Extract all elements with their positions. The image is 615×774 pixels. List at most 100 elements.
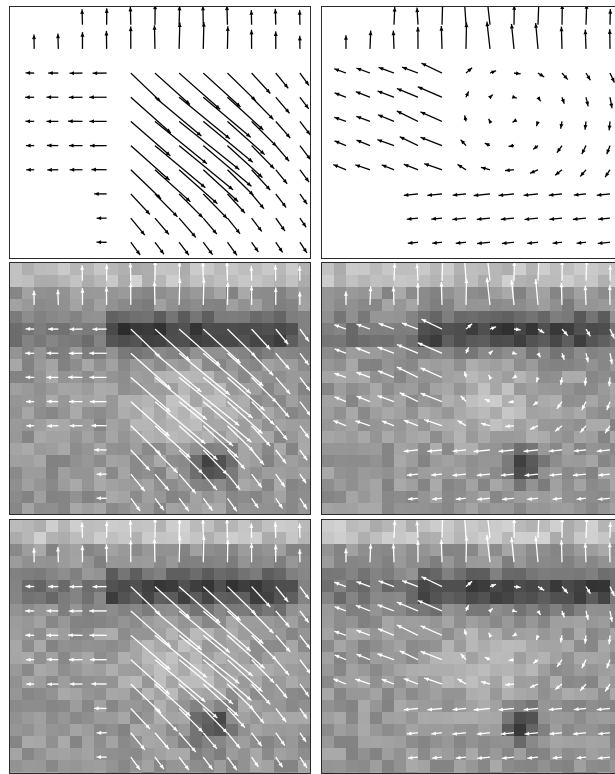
- vector-arrow: [561, 586, 569, 594]
- vector-arrow: [56, 289, 60, 305]
- vector-arrow: [227, 145, 263, 179]
- vector-arrow: [251, 241, 259, 253]
- vector-arrow: [32, 290, 36, 305]
- vector-arrow: [512, 7, 517, 25]
- vector-arrow: [396, 343, 419, 354]
- vector-arrow: [202, 683, 239, 717]
- vector-arrow: [431, 731, 443, 736]
- vector-arrow: [178, 449, 204, 475]
- vector-arrow: [524, 731, 539, 736]
- vector-arrow: [396, 87, 419, 98]
- vector-arrow: [201, 21, 206, 49]
- vector-arrow: [501, 755, 515, 760]
- vector-arrow: [299, 425, 310, 439]
- vector-arrow: [68, 351, 83, 356]
- vector-arrow: [201, 7, 205, 25]
- vector-arrow: [607, 635, 612, 645]
- vector-arrow: [202, 425, 239, 459]
- vector-arrow: [378, 322, 395, 330]
- field-a-arrows: [25, 263, 310, 512]
- vector-arrow: [500, 217, 515, 221]
- vector-arrow: [89, 657, 107, 662]
- vector-arrow: [202, 217, 218, 235]
- vector-arrow: [368, 286, 373, 305]
- vector-arrow: [202, 732, 218, 750]
- vector-arrow: [299, 377, 310, 392]
- vector-arrow: [26, 423, 35, 428]
- vector-arrow: [297, 523, 302, 538]
- vector-arrow: [46, 399, 59, 404]
- vector-arrow: [452, 707, 467, 712]
- vector-arrow: [556, 401, 563, 410]
- vector-arrow: [178, 241, 190, 256]
- vector-arrow: [249, 523, 254, 538]
- vector-arrow: [275, 328, 289, 345]
- vector-arrow: [275, 217, 286, 232]
- vector-arrow: [46, 375, 59, 380]
- vector-arrow: [513, 327, 521, 332]
- vector-arrow: [178, 756, 190, 771]
- vector-arrow: [154, 193, 178, 218]
- vector-arrow: [423, 163, 443, 171]
- vector-arrow: [583, 285, 588, 305]
- vector-arrow: [552, 755, 563, 760]
- vector-arrow: [89, 119, 107, 124]
- vector-arrow: [130, 659, 171, 695]
- vector-arrow: [548, 448, 563, 453]
- vector-arrow: [275, 732, 286, 747]
- vector-arrow: [473, 449, 491, 454]
- vector-arrow: [47, 423, 59, 428]
- vector-arrow: [178, 707, 204, 733]
- vector-arrow: [465, 323, 473, 330]
- vector-arrow: [251, 352, 274, 377]
- vector-arrow: [548, 707, 563, 712]
- vector-arrow: [559, 377, 564, 385]
- vector-arrow: [381, 164, 395, 171]
- vector-arrow: [152, 538, 157, 563]
- vector-arrow: [452, 448, 467, 453]
- vector-arrow: [381, 678, 395, 685]
- vector-arrow: [68, 657, 83, 662]
- vector-arrow: [421, 318, 443, 330]
- vector-arrow: [583, 542, 588, 563]
- vector-arrow: [585, 610, 590, 621]
- vector-arrow: [464, 535, 469, 563]
- vector-arrow: [130, 72, 162, 103]
- vector-arrow: [500, 731, 515, 736]
- vector-arrow: [608, 522, 613, 538]
- vector-arrow: [560, 263, 565, 281]
- vector-arrow: [355, 604, 371, 612]
- vector-arrow: [25, 633, 35, 638]
- vector-arrow: [559, 121, 564, 129]
- vector-arrow: [423, 677, 443, 685]
- vector-arrow: [25, 327, 35, 331]
- vector-arrow: [598, 472, 611, 477]
- vector-arrow: [251, 72, 271, 94]
- vector-arrow: [275, 634, 291, 653]
- vector-arrow: [396, 601, 419, 612]
- vector-arrow: [460, 653, 467, 661]
- vector-arrow: [498, 707, 515, 712]
- vector-arrow: [202, 473, 218, 491]
- vector-arrow: [225, 7, 229, 25]
- vector-arrow: [452, 192, 467, 197]
- vector-arrow: [406, 472, 419, 477]
- vector-arrow: [560, 520, 565, 538]
- vector-arrow: [573, 707, 587, 712]
- vector-arrow: [512, 118, 518, 123]
- vector-arrow: [154, 72, 191, 105]
- vector-arrow: [355, 420, 371, 427]
- vector-arrow: [46, 657, 59, 662]
- vector-arrow: [251, 145, 275, 170]
- vector-arrow: [452, 473, 467, 477]
- vector-arrow: [356, 139, 371, 147]
- vector-arrow: [91, 423, 107, 428]
- vector-arrow: [251, 497, 259, 509]
- vector-arrow: [273, 287, 278, 305]
- vector-arrow: [344, 35, 348, 49]
- vector-arrow: [299, 610, 310, 623]
- vector-arrow: [202, 610, 252, 652]
- vector-arrow: [177, 7, 182, 25]
- vector-arrow: [299, 328, 310, 342]
- vector-arrow: [439, 282, 444, 305]
